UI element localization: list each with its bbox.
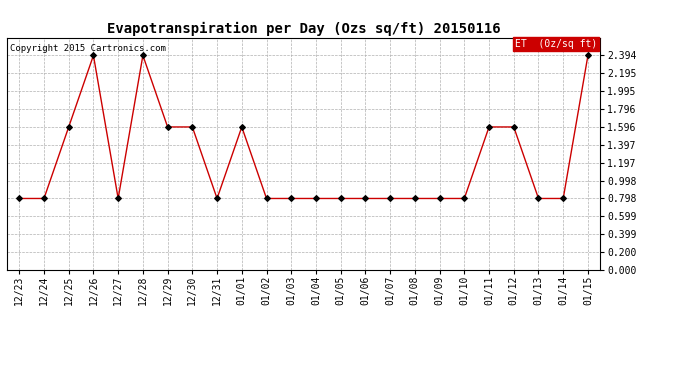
Point bbox=[582, 53, 593, 58]
Point bbox=[187, 124, 198, 130]
Point bbox=[286, 195, 297, 201]
Text: ET  (0z/sq ft): ET (0z/sq ft) bbox=[515, 39, 598, 49]
Point bbox=[39, 195, 50, 201]
Point bbox=[63, 124, 75, 130]
Point bbox=[112, 195, 124, 201]
Point bbox=[484, 124, 495, 130]
Point bbox=[88, 53, 99, 58]
Point bbox=[236, 124, 247, 130]
Text: Copyright 2015 Cartronics.com: Copyright 2015 Cartronics.com bbox=[10, 45, 166, 54]
Point bbox=[533, 195, 544, 201]
Point bbox=[310, 195, 322, 201]
Point bbox=[162, 124, 173, 130]
Title: Evapotranspiration per Day (Ozs sq/ft) 20150116: Evapotranspiration per Day (Ozs sq/ft) 2… bbox=[107, 22, 500, 36]
Point bbox=[335, 195, 346, 201]
Point bbox=[360, 195, 371, 201]
Point bbox=[434, 195, 445, 201]
Point bbox=[14, 195, 25, 201]
Point bbox=[459, 195, 470, 201]
Point bbox=[261, 195, 272, 201]
Point bbox=[212, 195, 223, 201]
Point bbox=[384, 195, 395, 201]
Point bbox=[137, 53, 148, 58]
Point bbox=[509, 124, 520, 130]
Point bbox=[558, 195, 569, 201]
Point bbox=[409, 195, 420, 201]
